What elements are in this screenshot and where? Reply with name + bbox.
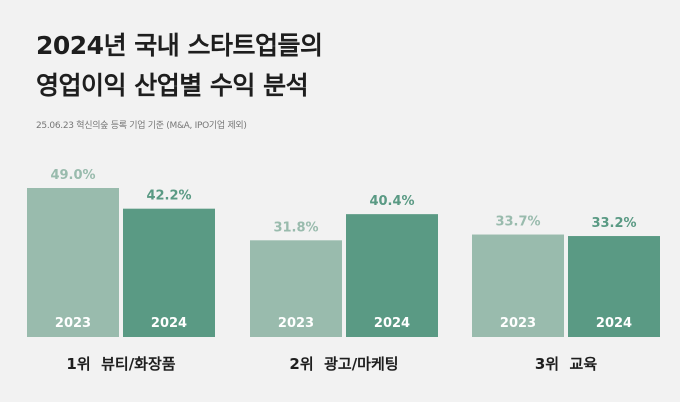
bar-2024-2 xyxy=(346,214,438,337)
bar-2023-3 xyxy=(472,234,564,337)
title-line-2: 영업이익 산업별 수익 분석 xyxy=(36,71,309,100)
series-label-2024-3: 2024 xyxy=(596,316,632,331)
value-label-2024-1: 42.2% xyxy=(146,189,191,204)
category-label-2: 2위 광고/마케팅 xyxy=(289,355,398,373)
value-label-2023-1: 49.0% xyxy=(50,168,95,183)
bar-2024-3 xyxy=(568,236,660,337)
value-label-2023-3: 33.7% xyxy=(495,215,540,230)
value-label-2024-3: 33.2% xyxy=(591,216,636,231)
title-line-1: 2024년 국내 스타트업들의 xyxy=(36,31,323,60)
bar-2023-1 xyxy=(27,188,119,337)
series-label-2023-3: 2023 xyxy=(500,316,536,331)
series-label-2023-2: 2023 xyxy=(278,316,314,331)
series-label-2024-2: 2024 xyxy=(374,316,410,331)
value-label-2024-2: 40.4% xyxy=(369,194,414,209)
category-label-3: 3위 교육 xyxy=(535,355,597,373)
value-label-2023-2: 31.8% xyxy=(273,220,318,235)
chart-title: 2024년 국내 스타트업들의 영업이익 산업별 수익 분석 xyxy=(36,26,323,106)
subtitle: 25.06.23 혁신의숲 등록 기업 기준 (M&A, IPO기업 제외) xyxy=(36,121,247,131)
bar-2023-2 xyxy=(250,240,342,337)
category-label-1: 1위 뷰티/화장품 xyxy=(66,355,175,373)
bar-2024-1 xyxy=(123,208,215,337)
series-label-2023-1: 2023 xyxy=(55,316,91,331)
series-label-2024-1: 2024 xyxy=(151,316,187,331)
